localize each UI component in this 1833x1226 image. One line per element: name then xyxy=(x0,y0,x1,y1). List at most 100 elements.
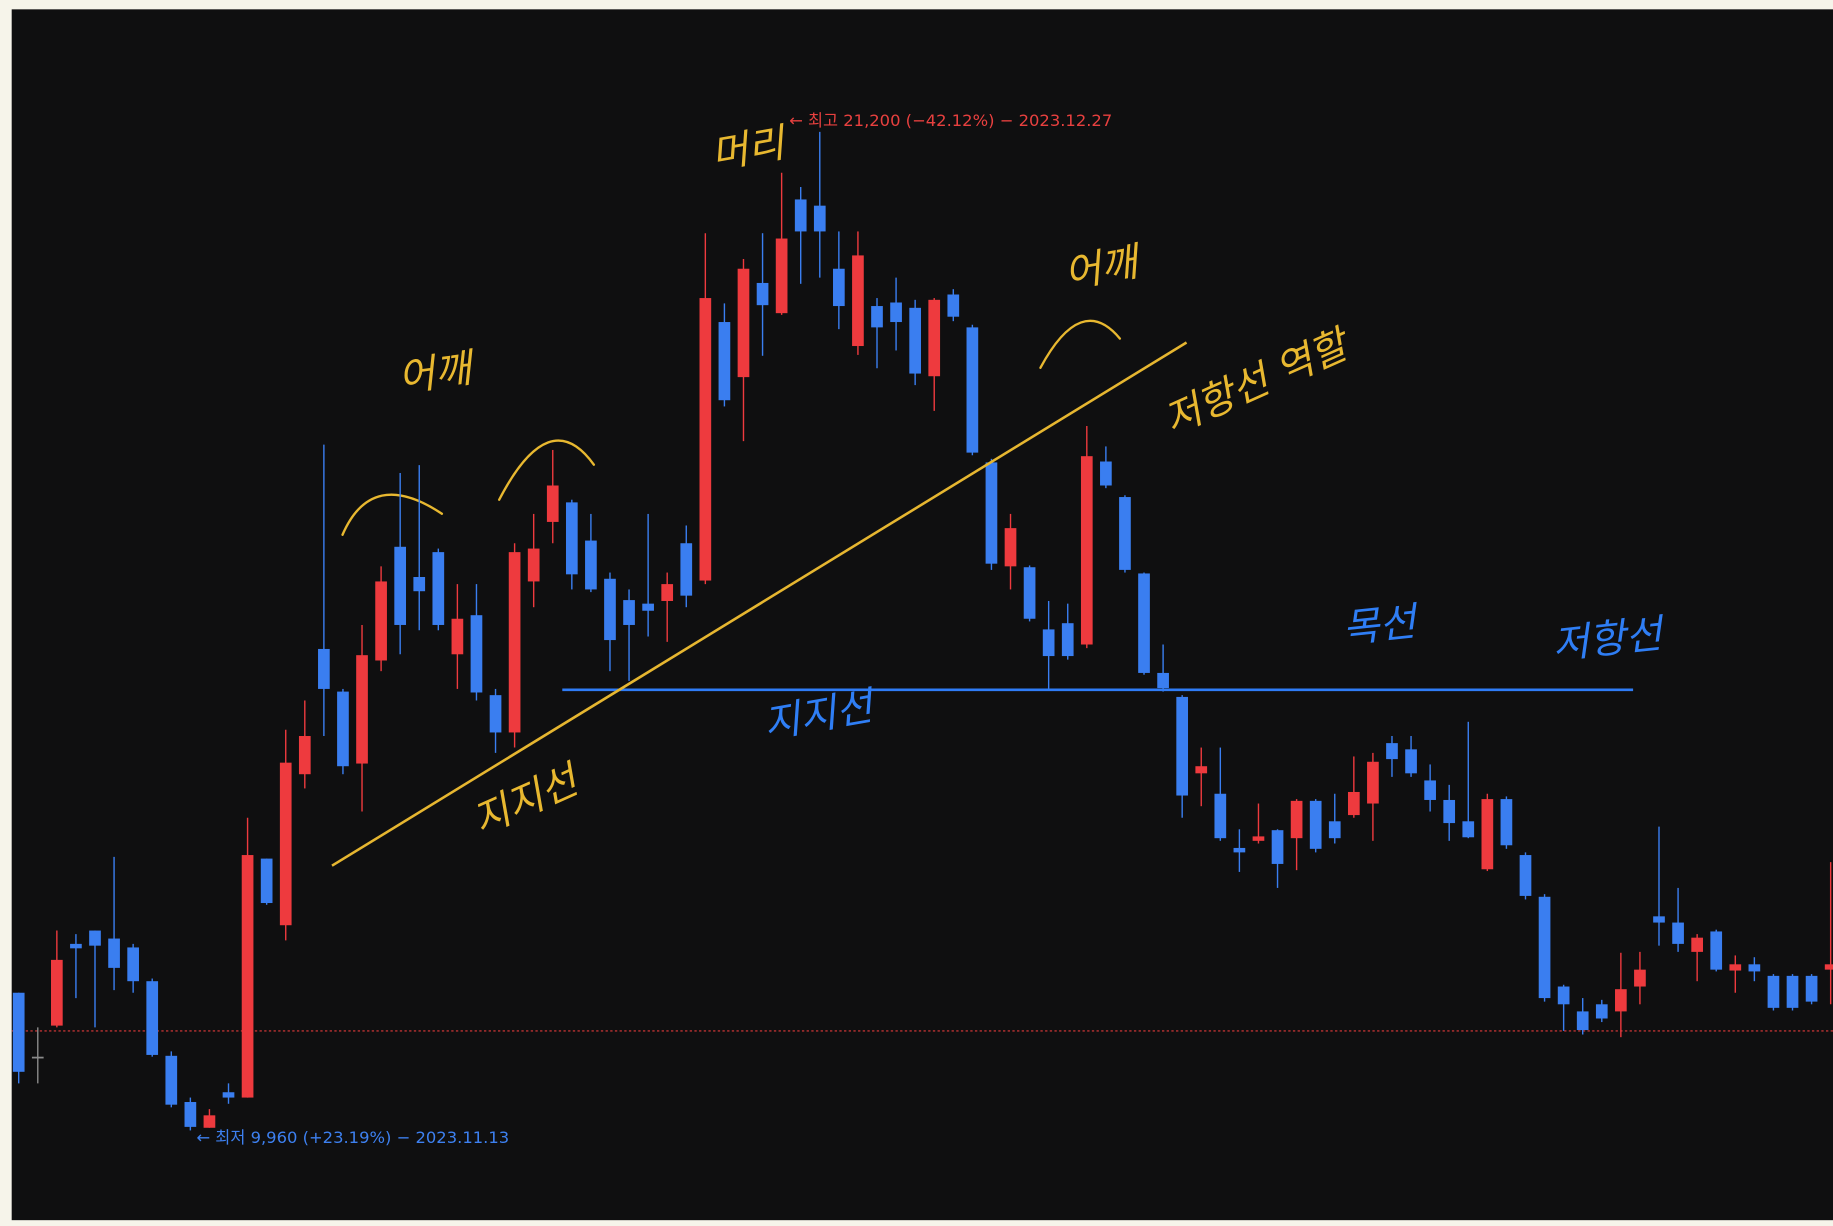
candle-body xyxy=(12,992,25,1072)
candle-body xyxy=(1615,989,1627,1012)
candle-body xyxy=(279,762,292,926)
candle-body xyxy=(1176,696,1189,796)
candle-body xyxy=(852,255,864,347)
candle-body xyxy=(1214,793,1227,839)
candle-body xyxy=(1767,975,1780,1008)
candle-body xyxy=(890,302,902,323)
candle-body xyxy=(1119,497,1131,570)
candle-body xyxy=(1405,749,1417,774)
candle-body xyxy=(1481,799,1494,870)
candle-body xyxy=(1786,975,1799,1008)
candle-body xyxy=(527,548,540,582)
candle-body xyxy=(1576,1011,1589,1031)
candle-body xyxy=(775,238,788,314)
candle-body xyxy=(489,695,502,733)
candle-body xyxy=(1309,800,1322,849)
hand-arc xyxy=(497,439,596,501)
candle-body xyxy=(966,327,979,453)
candle-body xyxy=(1710,931,1723,970)
candle-body xyxy=(623,600,635,625)
candle-body xyxy=(51,959,63,1026)
candle-body xyxy=(1386,743,1398,760)
hand-arc xyxy=(341,493,444,536)
candle-body xyxy=(565,502,578,575)
candle-body xyxy=(356,655,368,764)
candle-body xyxy=(1347,791,1360,816)
candle-body xyxy=(413,576,426,592)
candle-body xyxy=(1424,780,1436,800)
candle-body xyxy=(833,268,845,307)
candle-body xyxy=(546,485,559,522)
candle-body xyxy=(1672,922,1684,944)
candle-body xyxy=(451,618,464,655)
candle-body xyxy=(1252,836,1265,841)
extreme-label: ← 최저 9,960 (+23.19%) − 2023.11.13 xyxy=(196,1128,509,1147)
candle-body xyxy=(718,322,731,401)
candle-body xyxy=(222,1092,235,1098)
candle-body xyxy=(871,306,883,328)
annotation: 어깨 xyxy=(395,345,479,401)
candle-body xyxy=(394,546,407,625)
candle-body xyxy=(1557,986,1570,1005)
candle-body xyxy=(1195,766,1208,774)
candle-body xyxy=(1805,975,1818,1002)
candle-body xyxy=(127,947,139,982)
candle-body xyxy=(375,581,387,661)
candle-body xyxy=(794,199,807,232)
candle-body xyxy=(1595,1004,1608,1019)
candle-body xyxy=(1500,799,1513,846)
candle-body xyxy=(184,1102,197,1127)
candle-body xyxy=(165,1055,178,1105)
candle-body xyxy=(1233,847,1246,853)
plot-background xyxy=(11,9,1833,1221)
candle-body xyxy=(298,736,311,775)
candle-body xyxy=(1100,461,1112,486)
candle-body xyxy=(432,552,445,625)
candle-body xyxy=(699,298,712,581)
candle-body xyxy=(1080,456,1093,645)
candle-body xyxy=(985,462,998,564)
candle-body xyxy=(508,552,521,733)
candle-body xyxy=(260,858,273,904)
candle-body xyxy=(604,578,616,641)
candle-body xyxy=(31,1056,44,1059)
trendline xyxy=(331,341,1188,867)
candle-body xyxy=(318,648,330,689)
candle-body xyxy=(1290,800,1303,839)
candle-body xyxy=(1042,629,1055,657)
candle-body xyxy=(146,981,159,1055)
candle-body xyxy=(1519,855,1532,896)
candle-body xyxy=(1729,964,1742,971)
candle-body xyxy=(337,691,349,767)
candle-body xyxy=(1824,964,1833,970)
candle-body xyxy=(470,615,483,693)
candle-body xyxy=(737,268,750,378)
candle-body xyxy=(1328,821,1341,839)
candle-body xyxy=(1157,672,1169,689)
candle-body xyxy=(241,855,254,1098)
candle-body xyxy=(928,299,941,377)
candle-body xyxy=(108,938,120,968)
candle-body xyxy=(70,943,82,949)
candle-body xyxy=(680,543,693,596)
candle-body xyxy=(1023,567,1036,619)
candle-body xyxy=(1634,969,1646,987)
candle-body xyxy=(1367,761,1379,804)
hand-arc xyxy=(1039,319,1122,369)
candle-body xyxy=(1538,896,1551,999)
candle-body xyxy=(1462,821,1475,838)
candle-body xyxy=(203,1115,216,1128)
candle-body xyxy=(1691,937,1703,952)
candle-body xyxy=(89,930,101,946)
candle-body xyxy=(1004,528,1017,567)
candle-body xyxy=(947,294,960,317)
candle-body xyxy=(642,603,654,611)
candle-body xyxy=(1138,573,1150,673)
candle-body xyxy=(661,584,674,601)
candle-body xyxy=(756,282,769,306)
hand-arcs xyxy=(341,319,1122,536)
candle-body xyxy=(1748,964,1761,972)
candle-body xyxy=(1061,623,1074,657)
